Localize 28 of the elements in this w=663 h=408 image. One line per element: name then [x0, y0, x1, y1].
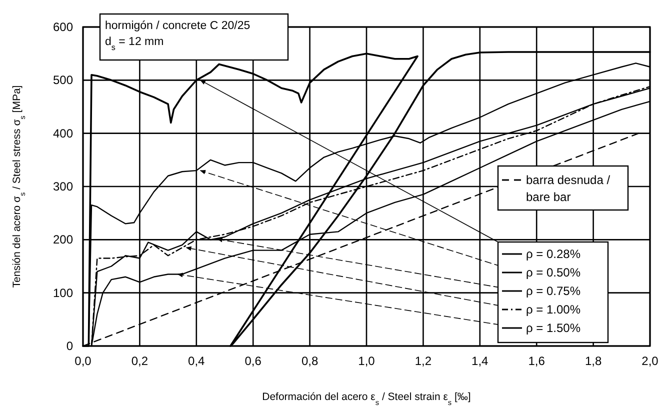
legend-label: ρ = 1.00%	[526, 302, 581, 316]
y-tick-label: 0	[66, 339, 74, 353]
annotation: hormigón / concrete C 20/25	[105, 20, 250, 32]
y-tick-label: 200	[52, 232, 74, 247]
x-tick-label: 0,0	[74, 354, 92, 368]
y-tick-label: 400	[52, 126, 74, 140]
x-tick-label: 1,6	[528, 354, 546, 368]
x-tick-label: 1,4	[472, 354, 489, 368]
legend-label: barra desnuda / bare bar	[526, 173, 611, 204]
legend-label: ρ = 0.50%	[526, 266, 581, 280]
y-tick-label: 300	[52, 180, 74, 194]
y-tick-label: 100	[52, 286, 74, 300]
y-tick-label: 600	[52, 20, 74, 34]
x-tick-label: 1,2	[414, 354, 432, 368]
x-tick-label: 0,2	[131, 354, 148, 368]
legend-label: ρ = 0.28%	[526, 247, 581, 261]
note-box: hormigón / concrete C 20/25 d$_{s}$ = 12 mm	[99, 13, 289, 61]
x-axis-title: Deformación del acero ε$_{s}$ / Steel strain ε$_{s}$ [‰]	[262, 391, 471, 406]
x-tick-label: 2,0	[642, 354, 659, 368]
x-tick-label: 1,8	[584, 354, 602, 368]
legend-label: ρ = 0.75%	[526, 284, 581, 298]
x-tick-label: 0,6	[244, 354, 262, 368]
x-tick-label: 0,4	[188, 354, 206, 368]
x-tick-label: 0,8	[301, 354, 318, 368]
legend-label: ρ = 1.50%	[526, 321, 581, 335]
y-tick-label: 500	[52, 73, 74, 88]
x-tick-label: 1,0	[358, 354, 376, 368]
annotation: d$_{s}$ = 12 mm	[105, 36, 164, 52]
